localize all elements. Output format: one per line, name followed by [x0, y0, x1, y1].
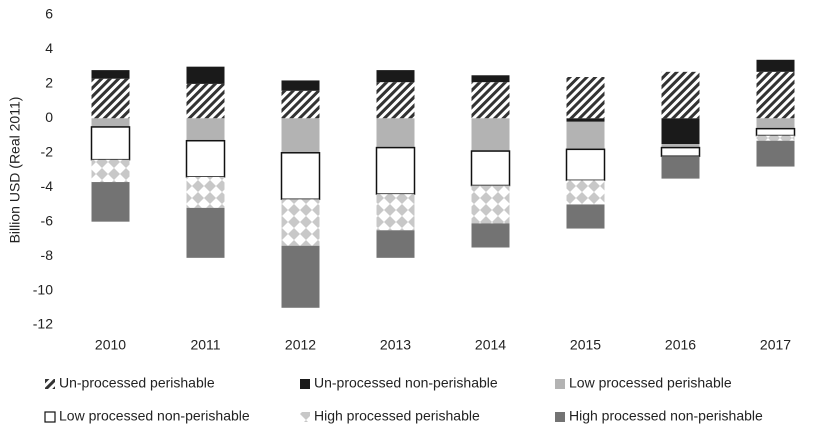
bar-segment: [280, 152, 321, 201]
bar-segment: [756, 118, 795, 129]
bar-segment: [281, 80, 320, 91]
legend-label: Low processed perishable: [569, 375, 732, 391]
y-tick-label: 6: [45, 6, 53, 22]
x-tick-label: 2016: [665, 337, 696, 353]
bar-segment: [756, 71, 795, 119]
y-axis-label: Billion USD (Real 2011): [7, 97, 23, 244]
bar-segment: [186, 66, 225, 84]
bar-segment: [756, 59, 795, 72]
bar-segment: [660, 146, 701, 157]
x-tick-label: 2014: [475, 337, 506, 353]
legend-swatch: [44, 411, 56, 423]
y-tick-label: 4: [45, 40, 53, 56]
bar-segment: [90, 126, 131, 161]
legend-swatch: [555, 379, 565, 389]
legend-label: Un-processed perishable: [59, 375, 215, 391]
bar-segment: [566, 118, 605, 122]
x-tick-label: 2013: [380, 337, 411, 353]
bar-segment: [471, 185, 510, 224]
bar-segment: [186, 207, 225, 258]
bar-segment: [186, 83, 225, 119]
bar-segment: [185, 139, 226, 178]
bar-segment: [756, 135, 795, 141]
bar-segment: [661, 156, 700, 179]
x-tick-label: 2011: [190, 337, 220, 353]
bar-segment: [91, 70, 130, 79]
bar-segment: [755, 127, 796, 137]
bar-segment: [281, 118, 320, 153]
legend-label: Low processed non-perishable: [59, 408, 250, 424]
bar-segment: [471, 82, 510, 119]
bar-segment: [376, 118, 415, 148]
bar-segment: [661, 71, 700, 119]
legend-swatch: [300, 412, 310, 422]
y-tick-label: 0: [45, 109, 53, 125]
y-tick-label: -12: [33, 316, 53, 332]
bar-segment: [471, 75, 510, 83]
x-tick-label: 2017: [760, 337, 791, 353]
legend-swatch: [555, 412, 565, 422]
x-tick-label: 2010: [95, 337, 126, 353]
bar-segment: [756, 140, 795, 167]
bar-segment: [376, 194, 415, 231]
bar-segment: [91, 118, 130, 127]
x-tick-label: 2012: [285, 337, 316, 353]
y-tick-label: -6: [41, 212, 54, 228]
legend-label: Un-processed non-perishable: [314, 375, 498, 391]
bar-segment: [566, 77, 605, 119]
bar-segment: [566, 204, 605, 229]
bar-segment: [186, 118, 225, 141]
bar-segment: [281, 199, 320, 246]
legend-label: High processed non-perishable: [569, 408, 763, 424]
bar-segment: [471, 223, 510, 248]
legend-label: High processed perishable: [314, 408, 480, 424]
bar-segment: [566, 121, 605, 150]
bar-segment: [661, 144, 700, 148]
bar-segment: [470, 150, 511, 187]
bar-segment: [565, 148, 606, 182]
bar-segment: [376, 82, 415, 119]
bar-segment: [91, 182, 130, 222]
bar-segment: [186, 176, 225, 208]
bar-segment: [91, 159, 130, 183]
y-tick-label: -4: [41, 178, 54, 194]
y-tick-label: -2: [41, 143, 54, 159]
legend-swatch: [45, 379, 55, 389]
bar-segment: [281, 245, 320, 308]
bar-segment: [566, 180, 605, 205]
y-tick-label: -8: [41, 247, 54, 263]
bar-segment: [661, 118, 700, 145]
bar-segment: [91, 78, 130, 119]
bar-segment: [281, 90, 320, 119]
bar-segment: [376, 70, 415, 83]
x-tick-label: 2015: [570, 337, 601, 353]
y-tick-label: 2: [45, 75, 53, 91]
bar-segment: [375, 146, 416, 195]
bar-segment: [376, 230, 415, 258]
legend-swatch: [300, 379, 310, 389]
bar-segment: [471, 118, 510, 152]
y-tick-label: -10: [33, 281, 53, 297]
